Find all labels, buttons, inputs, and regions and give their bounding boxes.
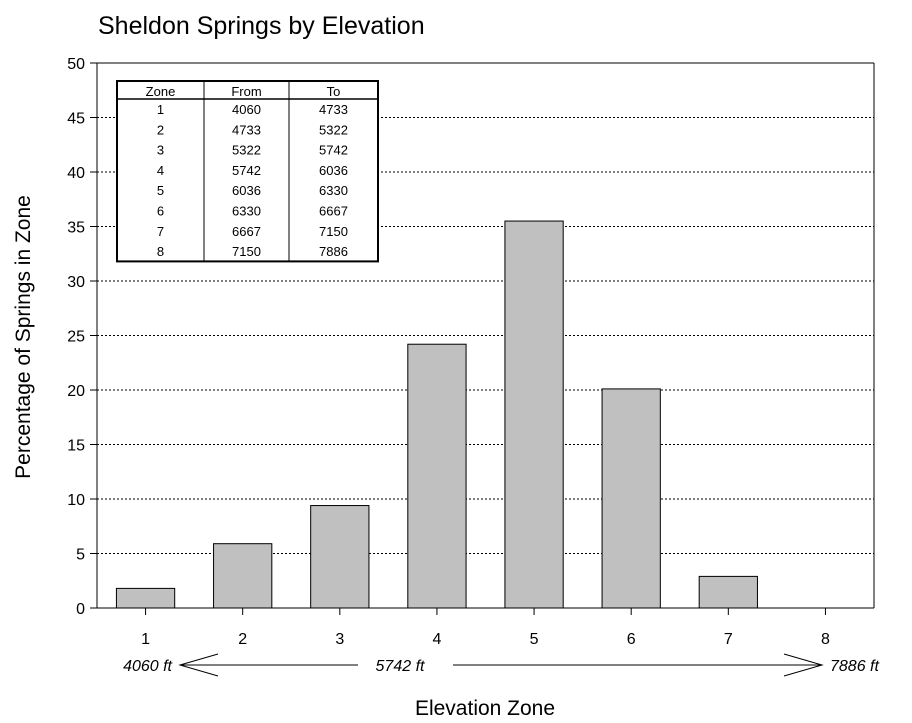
chart-title: Sheldon Springs by Elevation — [98, 12, 425, 40]
y-tick-label: 0 — [76, 601, 85, 618]
bar-zone-3 — [310, 505, 370, 609]
x-axis-label: Elevation Zone — [415, 697, 555, 720]
y-tick-label: 10 — [67, 492, 85, 509]
table-cell: 4060 — [232, 102, 261, 117]
bar-zone-6 — [601, 388, 661, 609]
arrow-right-head — [783, 653, 824, 677]
table-cell: 3 — [157, 143, 164, 158]
table-cell: 7886 — [319, 244, 348, 259]
table-cell: 4733 — [319, 102, 348, 117]
x-axis-ticks: 1 2 3 4 5 6 7 8 — [141, 608, 830, 648]
y-axis-ticks: 0 5 10 15 20 25 30 35 40 45 50 — [67, 56, 97, 618]
table-cell: 5322 — [319, 122, 348, 137]
bar-zone-1 — [115, 587, 176, 609]
y-tick-label: 25 — [67, 329, 85, 346]
y-axis-label: Percentage of Springs in Zone — [12, 195, 35, 479]
arrow-left-head — [178, 653, 219, 677]
x-tick-label: 4 — [432, 631, 441, 648]
elevation-range-annotation: 4060 ft 5742 ft 7886 ft — [123, 653, 879, 677]
table-cell: 2 — [157, 122, 164, 137]
y-tick-label: 5 — [76, 547, 85, 564]
table-cell: 5742 — [319, 143, 348, 158]
table-frame — [116, 80, 379, 263]
bars — [115, 220, 758, 609]
table-cell: 6667 — [319, 204, 348, 219]
x-tick-label: 3 — [335, 631, 344, 648]
table-header-cell: Zone — [146, 84, 176, 99]
table-cell: 6 — [157, 204, 164, 219]
bar-zone-2 — [213, 543, 273, 609]
x-tick-label: 2 — [238, 631, 247, 648]
table-header-cell: From — [231, 84, 261, 99]
y-tick-label: 35 — [67, 220, 85, 237]
bar-zone-4 — [407, 343, 467, 609]
elevation-label-mid: 5742 ft — [376, 658, 425, 675]
table-header-cell: To — [327, 84, 341, 99]
y-tick-label: 30 — [67, 274, 85, 291]
x-tick-label: 1 — [141, 631, 150, 648]
table-cell: 4733 — [232, 122, 261, 137]
y-tick-label: 50 — [67, 56, 85, 73]
table-cell: 4 — [157, 163, 164, 178]
table-cell: 6330 — [319, 183, 348, 198]
table-cell: 8 — [157, 244, 164, 259]
x-tick-label: 7 — [724, 631, 733, 648]
y-tick-label: 15 — [67, 438, 85, 455]
table-cell: 7150 — [232, 244, 261, 259]
table-cell: 1 — [157, 102, 164, 117]
y-tick-label: 20 — [67, 383, 85, 400]
bar-zone-7 — [698, 575, 758, 609]
table-cell: 7150 — [319, 224, 348, 239]
table-cell: 5 — [157, 183, 164, 198]
bar-zone-5 — [504, 220, 564, 609]
table-cell: 6667 — [232, 224, 261, 239]
x-tick-label: 8 — [821, 631, 830, 648]
x-tick-label: 5 — [530, 631, 539, 648]
x-tick-label: 6 — [627, 631, 636, 648]
elevation-label-low: 4060 ft — [123, 658, 172, 675]
table-cell: 7 — [157, 224, 164, 239]
table-cell: 6036 — [319, 163, 348, 178]
y-tick-label: 40 — [67, 165, 85, 182]
table-cell: 6330 — [232, 204, 261, 219]
table-cell: 6036 — [232, 183, 261, 198]
y-tick-label: 45 — [67, 111, 85, 128]
table-cell: 5742 — [232, 163, 261, 178]
elevation-label-high: 7886 ft — [830, 658, 879, 675]
table-cell: 5322 — [232, 143, 261, 158]
